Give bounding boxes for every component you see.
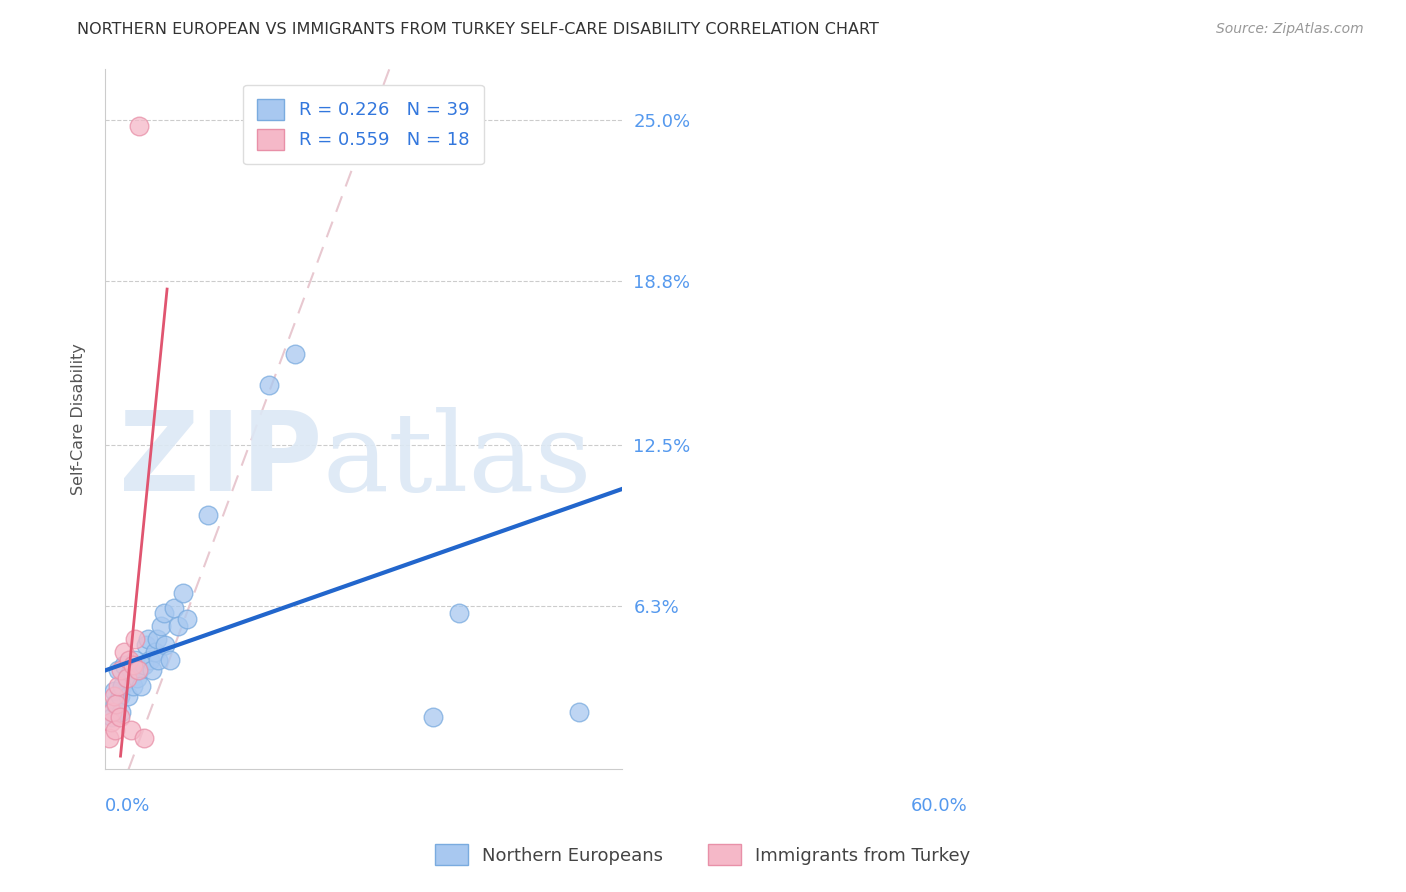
Point (108, 710, 131, 724)
Legend: R = 0.226   N = 39, R = 0.559   N = 18: R = 0.226 N = 39, R = 0.559 N = 18 (243, 85, 484, 164)
Point (568, 705, 591, 719)
Legend: Northern Europeans, Immigrants from Turkey: Northern Europeans, Immigrants from Turk… (426, 835, 980, 874)
Point (152, 607, 174, 621)
Point (148, 653, 170, 667)
Point (101, 705, 124, 719)
Point (136, 632, 159, 647)
Point (143, 645, 166, 659)
Point (422, 710, 444, 724)
Point (105, 697, 128, 711)
Point (117, 690, 139, 704)
Point (172, 585, 194, 599)
Point (107, 664, 129, 678)
Point (100, 715, 122, 730)
Point (115, 671, 138, 685)
Point (107, 679, 129, 693)
Point (155, 638, 177, 652)
Point (112, 658, 135, 673)
Point (132, 658, 155, 673)
Point (103, 690, 125, 704)
Point (159, 653, 181, 667)
Point (108, 690, 131, 704)
Text: 60.0%: 60.0% (911, 797, 967, 815)
Text: atlas: atlas (322, 408, 592, 515)
Point (125, 671, 148, 685)
Point (122, 658, 145, 673)
Text: NORTHERN EUROPEAN VS IMMIGRANTS FROM TURKEY SELF-CARE DISABILITY CORRELATION CHA: NORTHERN EUROPEAN VS IMMIGRANTS FROM TUR… (77, 22, 879, 37)
Point (110, 664, 132, 678)
Point (115, 671, 138, 685)
Point (141, 664, 163, 678)
Point (128, 119, 150, 133)
Point (104, 723, 127, 738)
Point (134, 638, 156, 652)
Point (104, 697, 127, 711)
Text: Source: ZipAtlas.com: Source: ZipAtlas.com (1216, 22, 1364, 37)
Point (101, 710, 124, 724)
Point (257, 378, 280, 392)
Point (176, 611, 198, 625)
Text: ZIP: ZIP (120, 408, 322, 515)
Point (284, 347, 307, 361)
Y-axis label: Self-Care Disability: Self-Care Disability (72, 343, 86, 495)
Point (98, 731, 121, 745)
Point (197, 508, 219, 522)
Point (121, 679, 143, 693)
Point (132, 731, 155, 745)
Point (120, 664, 142, 678)
Point (112, 645, 135, 659)
Point (124, 632, 146, 647)
Point (110, 705, 132, 719)
Point (129, 679, 152, 693)
Point (118, 653, 141, 667)
Point (163, 601, 186, 615)
Point (447, 607, 470, 621)
Point (128, 664, 150, 678)
Point (111, 679, 134, 693)
Point (353, 119, 375, 133)
Text: 0.0%: 0.0% (105, 797, 150, 815)
Point (167, 619, 190, 633)
Point (124, 653, 146, 667)
Point (103, 684, 125, 698)
Point (145, 632, 167, 647)
Point (150, 619, 173, 633)
Point (120, 723, 142, 738)
Point (127, 664, 149, 678)
Point (139, 653, 162, 667)
